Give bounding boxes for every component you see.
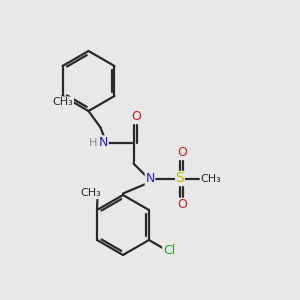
Text: CH₃: CH₃ [200,173,221,184]
Text: H: H [89,137,97,148]
Text: N: N [99,136,108,149]
Text: O: O [131,110,141,123]
Text: S: S [176,172,184,185]
Text: O: O [177,146,187,159]
Text: Cl: Cl [163,244,175,257]
Text: N: N [145,172,155,185]
Text: CH₃: CH₃ [52,97,74,107]
Text: O: O [177,198,187,212]
Text: CH₃: CH₃ [80,188,101,199]
